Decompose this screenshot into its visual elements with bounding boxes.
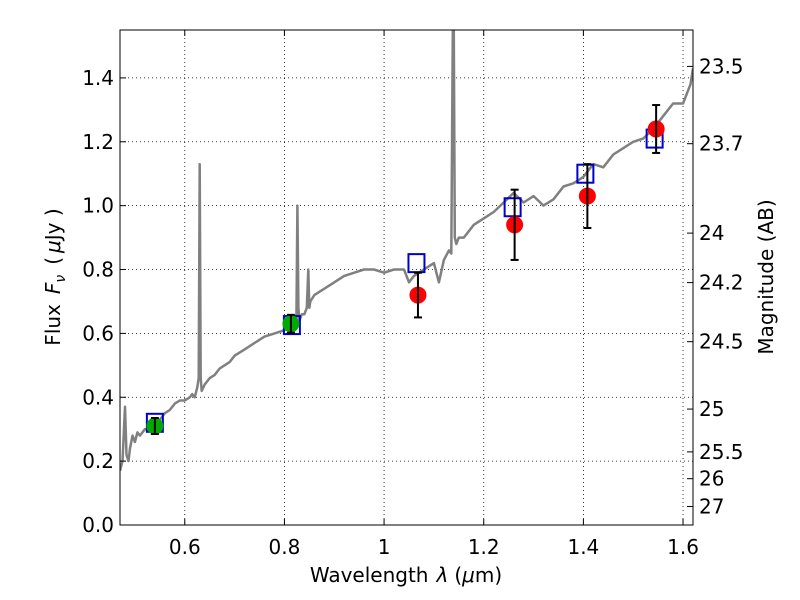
right-tick-label: 24.2 (699, 271, 744, 295)
model-spectrum-layer (120, 30, 693, 472)
x-tick-label: 0.8 (269, 535, 301, 559)
svg-text:FluxFν(μJy ): FluxFν(μJy ) (41, 208, 69, 345)
y-tick-label: 0.8 (82, 258, 114, 282)
right-tick-label: 25.5 (699, 440, 744, 464)
x-tick-label: 1.2 (468, 535, 500, 559)
data-points-layer (145, 104, 665, 435)
x-tick-label: 1 (378, 535, 391, 559)
right-tick-label: 25 (699, 397, 724, 421)
x-tick-label: 1.4 (567, 535, 599, 559)
x-tick-label: 1.6 (667, 535, 699, 559)
plot-frame (119, 29, 694, 526)
right-axis-label: Magnitude (AB) (754, 199, 778, 354)
model-spectrum-line (120, 30, 693, 472)
right-tick-label: 26 (699, 467, 724, 491)
y-axis-label: FluxFν(μJy ) (41, 208, 69, 345)
y-tick-label: 1.0 (82, 194, 114, 218)
y-tick-label: 0.0 (82, 513, 114, 537)
right-tick-label: 23.7 (699, 132, 744, 156)
x-axis-label: Wavelength λ (μm) (310, 563, 502, 587)
y-tick-label: 1.4 (82, 66, 114, 90)
right-tick-label: 27 (699, 494, 724, 518)
y-tick-label: 0.6 (82, 321, 114, 345)
y-tick-label: 0.2 (82, 449, 114, 473)
svg-text:Magnitude (AB): Magnitude (AB) (754, 199, 778, 354)
y-tick-label: 1.2 (82, 130, 114, 154)
right-tick-label: 23.5 (699, 54, 744, 78)
model-photometry-square (503, 197, 522, 218)
x-tick-label: 0.6 (169, 535, 201, 559)
right-tick-label: 24 (699, 221, 724, 245)
grid (120, 30, 693, 526)
y-tick-label: 0.4 (82, 385, 114, 409)
right-tick-label: 24.5 (699, 330, 744, 354)
ticks: 0.6 0.8 1 1.2 1.4 1.6 0.0 0.2 0.4 0.6 0.8 1.0 1.2 1.4… (82, 30, 744, 559)
